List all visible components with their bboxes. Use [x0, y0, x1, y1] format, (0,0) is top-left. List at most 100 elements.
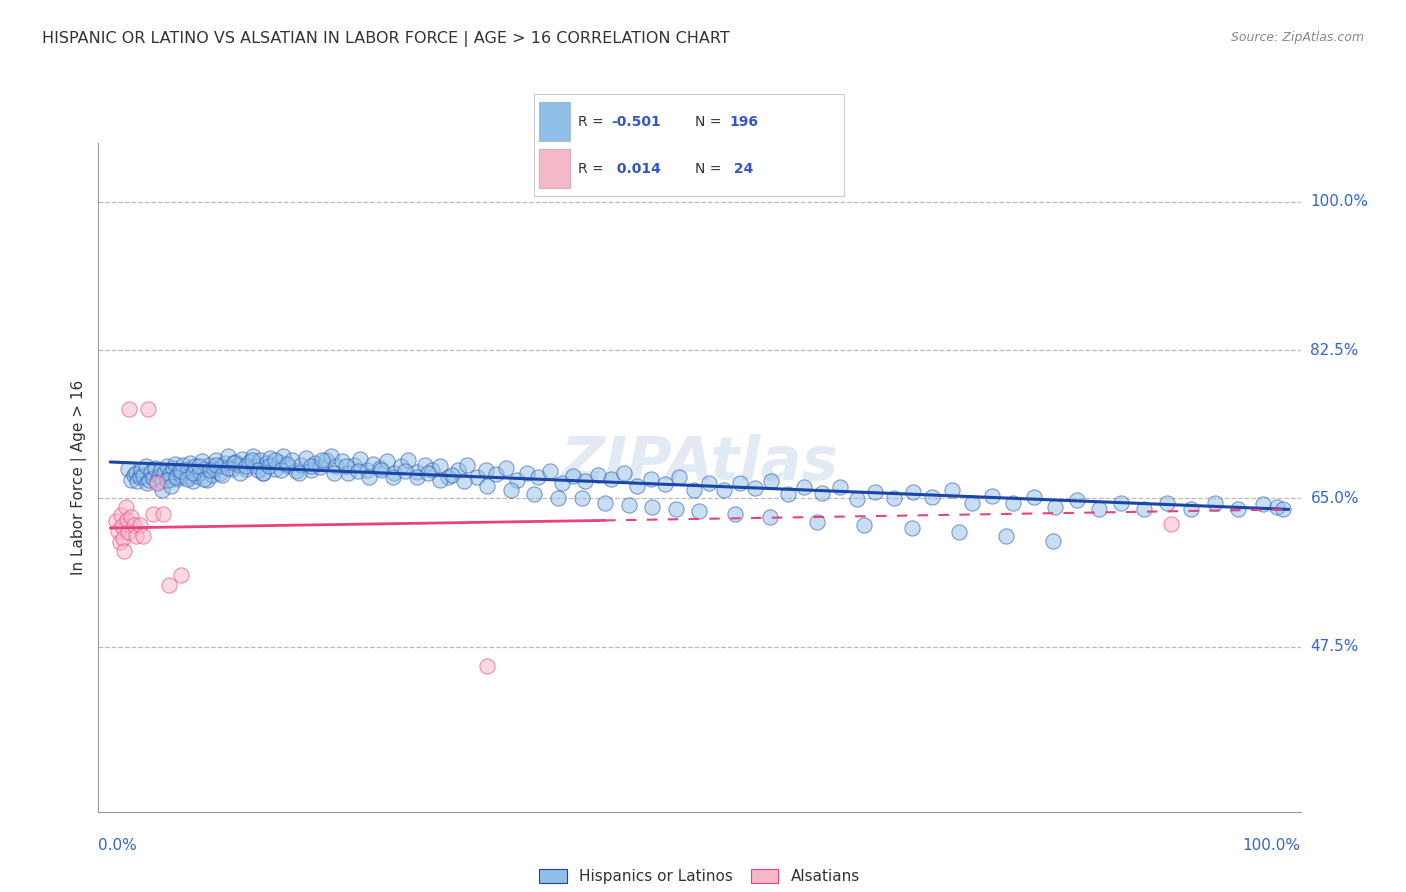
Point — [728, 476, 751, 491]
Point — [146, 475, 169, 490]
Point — [447, 463, 470, 477]
Point — [264, 462, 287, 476]
Point — [153, 466, 176, 480]
Point — [761, 475, 783, 489]
Point — [170, 464, 193, 478]
Point — [689, 504, 711, 518]
Point — [440, 467, 463, 482]
Point — [1160, 516, 1182, 531]
Text: 100.0%: 100.0% — [1243, 838, 1301, 854]
Point — [396, 453, 419, 467]
Point — [1024, 490, 1046, 504]
Point — [259, 459, 281, 474]
Point — [200, 463, 222, 477]
Point — [285, 464, 308, 478]
Text: 65.0%: 65.0% — [1310, 491, 1358, 506]
Point — [429, 459, 451, 474]
Point — [1204, 496, 1226, 510]
Point — [111, 519, 134, 533]
Point — [138, 473, 160, 487]
Point — [332, 454, 354, 468]
Point — [846, 492, 869, 507]
Point — [108, 535, 131, 549]
Point — [311, 453, 333, 467]
Text: R =: R = — [578, 161, 603, 176]
Point — [141, 465, 163, 479]
Point — [122, 518, 145, 533]
Point — [299, 463, 322, 477]
Point — [516, 466, 538, 480]
Point — [571, 491, 593, 506]
Bar — [538, 149, 569, 188]
Point — [665, 501, 688, 516]
Point — [229, 466, 252, 480]
Point — [335, 459, 357, 474]
Point — [994, 529, 1017, 543]
Point — [205, 453, 228, 467]
Point — [429, 473, 451, 487]
Point — [1111, 495, 1133, 509]
Point — [174, 470, 197, 484]
Bar — [538, 102, 569, 141]
Point — [697, 476, 720, 491]
Point — [238, 455, 260, 469]
Point — [177, 462, 200, 476]
Point — [617, 498, 640, 512]
Point — [475, 463, 498, 477]
Point — [359, 470, 381, 484]
Point — [187, 459, 209, 474]
Point — [198, 458, 221, 472]
Point — [883, 491, 905, 506]
Point — [105, 514, 128, 528]
Point — [960, 495, 983, 509]
Point — [641, 500, 664, 514]
Point — [382, 470, 405, 484]
Point — [290, 458, 312, 472]
Point — [222, 456, 245, 470]
Point — [806, 515, 828, 529]
Point — [127, 475, 149, 489]
Point — [235, 459, 257, 474]
Point — [245, 459, 267, 474]
Point — [405, 465, 427, 479]
Point — [724, 507, 747, 521]
Point — [176, 472, 198, 486]
Point — [361, 457, 384, 471]
Point — [346, 464, 368, 478]
Point — [120, 510, 142, 524]
Point — [1156, 495, 1178, 509]
Point — [368, 461, 391, 475]
Text: 0.014: 0.014 — [612, 161, 661, 176]
Point — [394, 464, 416, 478]
Point — [129, 463, 152, 477]
Legend: Hispanics or Latinos, Alsatians: Hispanics or Latinos, Alsatians — [538, 870, 860, 884]
Point — [217, 449, 239, 463]
Point — [150, 474, 173, 488]
Point — [1227, 502, 1250, 516]
Text: 100.0%: 100.0% — [1310, 194, 1368, 210]
Point — [156, 473, 179, 487]
Point — [375, 454, 398, 468]
Point — [600, 472, 623, 486]
Point — [110, 508, 132, 523]
Point — [640, 472, 662, 486]
Point — [270, 463, 292, 477]
Point — [682, 483, 704, 497]
Text: 47.5%: 47.5% — [1310, 639, 1358, 654]
Point — [325, 459, 347, 474]
Point — [654, 477, 676, 491]
Point — [921, 490, 943, 504]
Point — [280, 453, 302, 467]
Point — [793, 480, 815, 494]
Text: 196: 196 — [730, 114, 758, 128]
Point — [1180, 501, 1202, 516]
Point — [901, 484, 924, 499]
Text: HISPANIC OR LATINO VS ALSATIAN IN LABOR FORCE | AGE > 16 CORRELATION CHART: HISPANIC OR LATINO VS ALSATIAN IN LABOR … — [42, 31, 730, 47]
Point — [240, 453, 263, 467]
Point — [112, 544, 135, 558]
Point — [1251, 497, 1274, 511]
Point — [574, 475, 596, 489]
Point — [1271, 502, 1294, 516]
Point — [160, 478, 183, 492]
Point — [228, 458, 250, 472]
